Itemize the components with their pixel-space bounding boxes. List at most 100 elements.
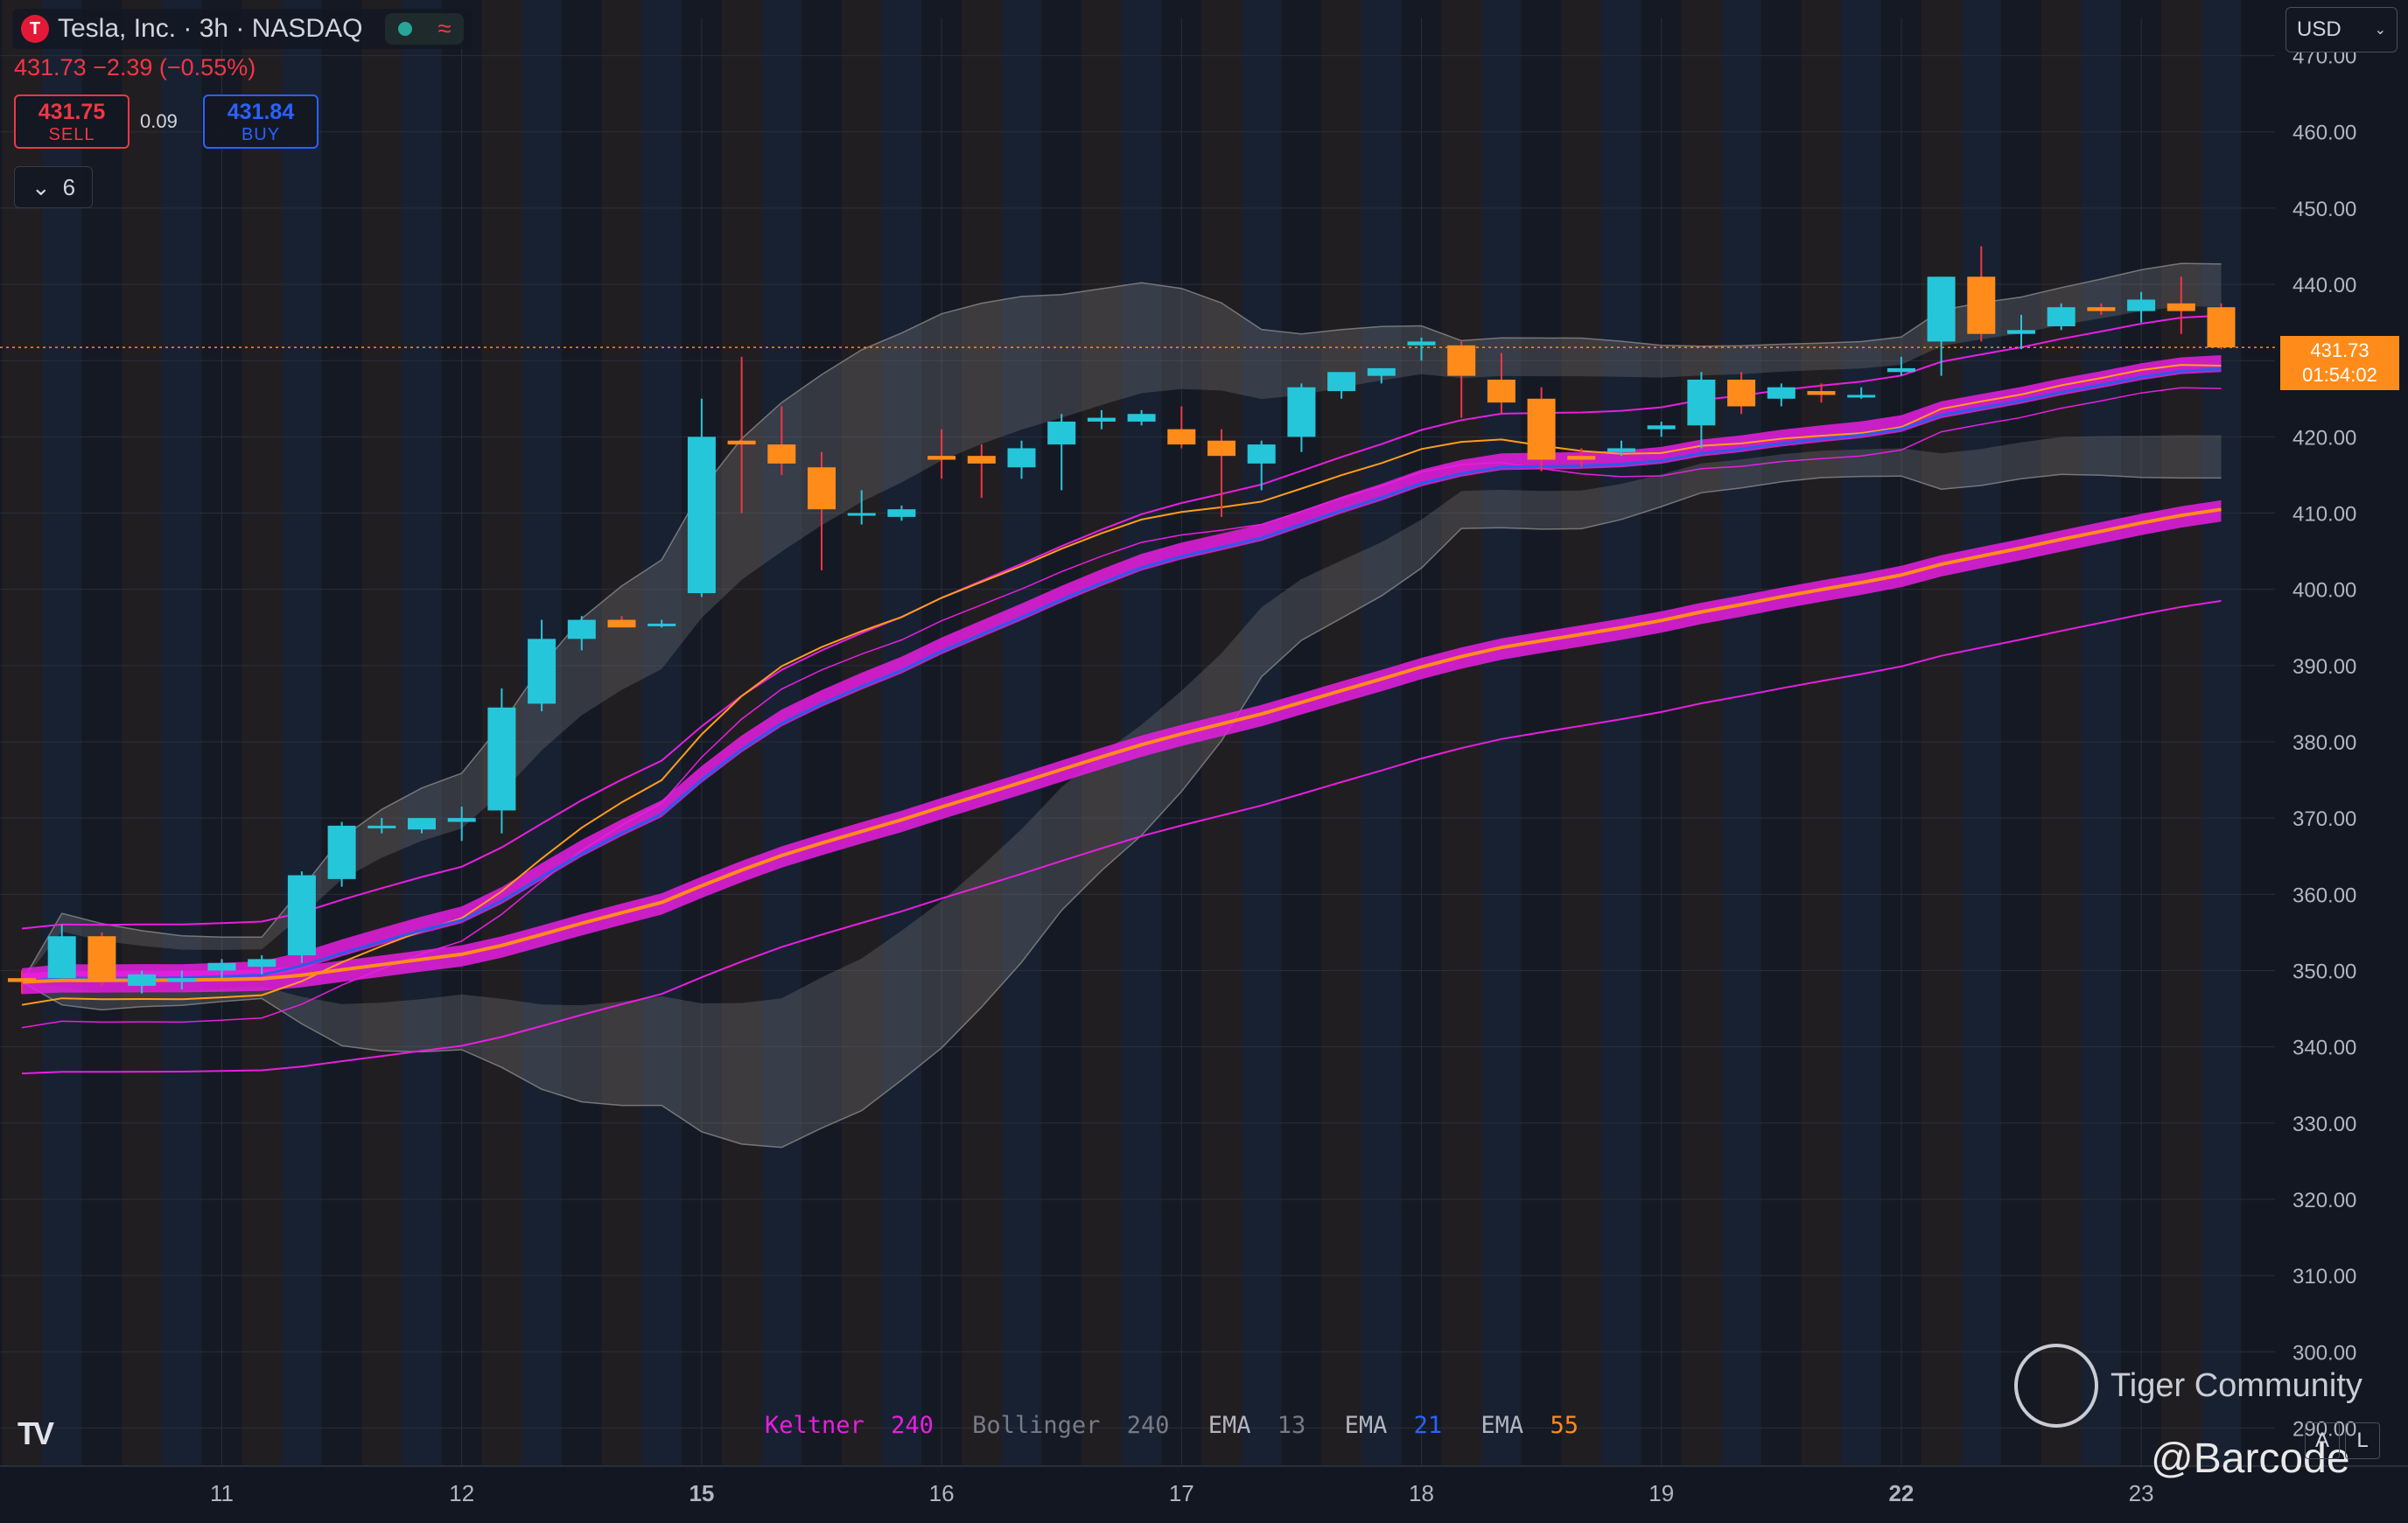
session-band — [1961, 0, 2002, 1466]
candle-body — [128, 974, 157, 986]
session-band — [161, 0, 202, 1466]
price-axis-label: 360.00 — [2292, 884, 2356, 907]
sell-button[interactable]: 431.75 SELL — [14, 94, 130, 149]
price-axis-label: 350.00 — [2292, 960, 2356, 983]
market-open-icon — [398, 22, 413, 36]
session-band — [2160, 0, 2202, 1466]
ema55-line — [21, 507, 2222, 984]
last-price-label: 431.73 01:54:02 — [2280, 336, 2399, 390]
auto-scale-button[interactable]: A — [2305, 1422, 2340, 1459]
session-band — [561, 0, 602, 1466]
tiger-logo-icon — [2014, 1344, 2098, 1428]
candle-body — [207, 962, 236, 971]
symbol-header[interactable]: T Tesla, Inc. · 3h · NASDAQ ≈ — [12, 9, 473, 49]
candle-body — [327, 825, 356, 879]
indicators-toggle[interactable]: ⌄ 6 — [14, 166, 93, 208]
session-band — [361, 0, 402, 1466]
price-axis-label: 420.00 — [2292, 426, 2356, 450]
session-band — [402, 0, 442, 1466]
price-axis-label: 370.00 — [2292, 807, 2356, 831]
buy-button[interactable]: 431.84 BUY — [203, 94, 318, 149]
currency-select[interactable]: USD ⌄ — [2286, 7, 2398, 52]
session-band — [1801, 0, 1842, 1466]
legend-ema55[interactable]: EMA — [1480, 1412, 1524, 1439]
candle-body — [567, 619, 596, 639]
candle-body — [1287, 387, 1316, 437]
session-band — [1041, 0, 1082, 1466]
price-axis-label: 390.00 — [2292, 655, 2356, 679]
ema21-line — [21, 367, 2222, 983]
candle-body — [487, 707, 516, 811]
keltner-mid-line — [21, 387, 2222, 1029]
session-band — [802, 0, 842, 1466]
delayed-data-icon: ≈ — [438, 15, 452, 42]
candle-body — [1208, 440, 1236, 457]
chevron-down-icon: ⌄ — [31, 173, 51, 200]
session-band — [321, 0, 362, 1466]
legend-ema13[interactable]: EMA — [1208, 1412, 1251, 1439]
candle-body — [2207, 307, 2236, 348]
legend-ema21-len: 21 — [1413, 1412, 1443, 1439]
candle-body — [167, 978, 196, 982]
session-band — [2001, 0, 2041, 1466]
candle-body — [1007, 448, 1036, 468]
buy-label: BUY — [241, 125, 281, 144]
candle-body — [1087, 417, 1116, 422]
price-axis-label: 460.00 — [2292, 122, 2356, 145]
candle-body — [8, 978, 36, 982]
candle-body — [1687, 380, 1716, 426]
session-band — [1361, 0, 1402, 1466]
last-quote: 431.73 −2.39 (−0.55%) — [14, 54, 256, 80]
candle-body — [88, 936, 116, 982]
session-band — [522, 0, 562, 1466]
bollinger-lower — [21, 473, 2222, 1149]
tiger-watermark: Tiger Community — [2014, 1344, 2362, 1428]
session-band — [841, 0, 882, 1466]
candle-body — [1886, 367, 1915, 373]
candle-body — [1167, 429, 1196, 445]
legend-ema55-len: 55 — [1550, 1412, 1578, 1439]
indicator-legend[interactable]: Keltner 240 Bollinger 240 EMA 13 EMA 21 … — [765, 1412, 1603, 1439]
symbol-title: Tesla, Inc. · 3h · NASDAQ — [58, 14, 363, 43]
candle-body — [767, 444, 796, 464]
session-band — [282, 0, 322, 1466]
last-price-value: 431.73 — [2310, 339, 2370, 361]
candle-body — [1567, 456, 1596, 460]
time-axis-label: 22 — [1888, 1480, 1914, 1506]
session-band — [2040, 0, 2082, 1466]
candle-body — [528, 639, 556, 704]
time-axis-label: 19 — [1648, 1480, 1674, 1506]
tradingview-logo-icon[interactable]: TV — [18, 1415, 54, 1451]
session-band — [1760, 0, 1802, 1466]
session-band — [122, 0, 162, 1466]
market-status[interactable]: ≈ — [385, 13, 465, 45]
price-axis-label: 330.00 — [2292, 1113, 2356, 1136]
session-band — [2201, 0, 2242, 1466]
legend-keltner[interactable]: Keltner — [765, 1412, 864, 1439]
session-band — [1281, 0, 1322, 1466]
time-axis-label: 18 — [1409, 1480, 1434, 1506]
session-band — [641, 0, 682, 1466]
legend-bollinger[interactable]: Bollinger — [972, 1412, 1101, 1439]
sell-price: 431.75 — [38, 100, 106, 124]
session-band — [1082, 0, 1122, 1466]
bollinger-upper — [21, 262, 2222, 982]
candle-body — [2087, 307, 2116, 311]
candle-body — [1407, 341, 1436, 346]
candle-body — [887, 509, 916, 517]
legend-ema21[interactable]: EMA — [1344, 1412, 1388, 1439]
price-axis-label: 450.00 — [2292, 198, 2356, 221]
buy-price: 431.84 — [227, 100, 295, 124]
log-scale-button[interactable]: L — [2345, 1422, 2380, 1459]
candle-body — [687, 437, 716, 594]
session-band — [2081, 0, 2122, 1466]
candle-body — [1927, 276, 1956, 342]
time-axis-label: 12 — [449, 1480, 474, 1506]
session-band — [1001, 0, 1042, 1466]
bollinger-lower-band — [22, 435, 2222, 1148]
spread-value: 0.09 — [140, 110, 178, 132]
candle-body — [1847, 395, 1876, 398]
session-band — [1601, 0, 1642, 1466]
time-axis-label: 23 — [2129, 1480, 2154, 1506]
